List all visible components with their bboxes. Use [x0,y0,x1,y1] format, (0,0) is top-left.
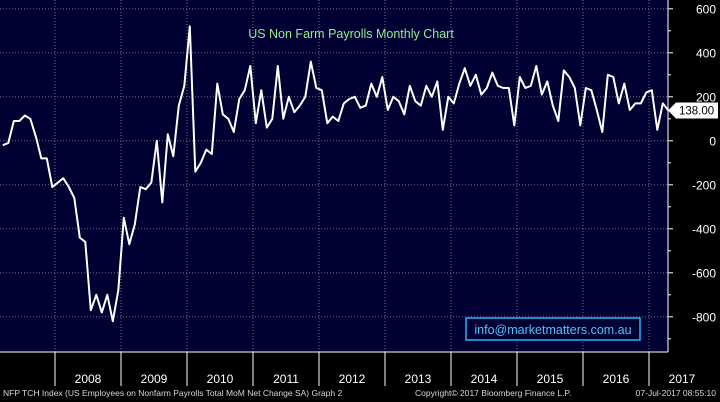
y-tick-label: -200 [692,178,716,192]
footer-copyright: Copyright© 2017 Bloomberg Finance L.P. [415,388,572,398]
x-tick-label: 2013 [405,372,432,386]
email-link[interactable]: info@marketmatters.com.au [474,323,631,337]
x-tick-label: 2016 [603,372,630,386]
x-tick-label: 2010 [207,372,234,386]
y-tick-label: 0 [709,134,716,148]
footer-timestamp: 07-Jul-2017 08:55:10 [635,388,716,398]
y-tick-label: -400 [692,222,716,236]
footer-source: NFP TCH Index (US Employees on Nonfarm P… [3,388,343,398]
x-tick-label: 2017 [669,372,696,386]
series-line-nfp [2,25,670,323]
y-tick-label: -800 [692,310,716,324]
x-tick-label: 2009 [141,372,168,386]
y-tick-label: -600 [692,266,716,280]
plot-area [0,0,668,352]
email-box[interactable]: info@marketmatters.com.au [465,317,641,341]
last-value-label: 138.00 [679,105,714,117]
x-tick-label: 2008 [75,372,102,386]
y-axis: -800 -600 -400 -200 0 200 400 600 [667,0,716,352]
x-tick-label: 2015 [537,372,564,386]
x-tick-label: 2014 [471,372,498,386]
y-tick-label: 400 [696,46,716,60]
x-axis: 2008 2009 2010 2011 2012 2013 2014 2015 2016 2017 [0,351,696,386]
x-tick-label: 2012 [339,372,366,386]
y-tick-label: 200 [696,90,716,104]
chart-title: US Non Farm Payrolls Monthly Chart [248,27,454,41]
last-value-badge: 138.00 [668,102,718,119]
y-tick-label: 600 [696,2,716,16]
x-tick-label: 2011 [273,372,299,386]
